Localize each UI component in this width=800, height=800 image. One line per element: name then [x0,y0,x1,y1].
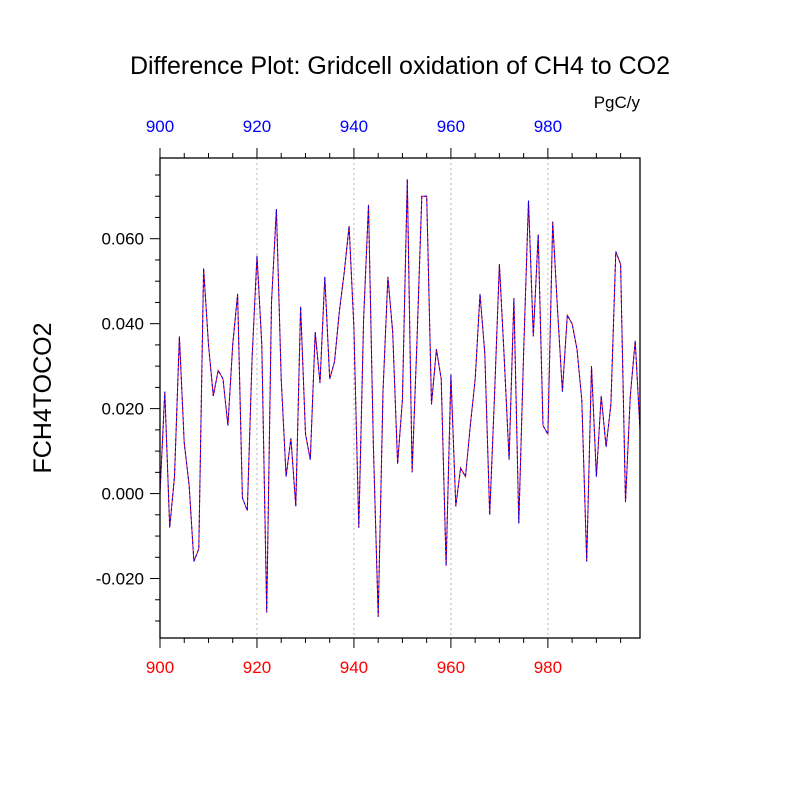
y-tick-label: 0.020 [101,400,144,419]
series-blue [160,179,640,617]
units-label: PgC/y [594,93,641,112]
grid [256,158,549,638]
y-axis-label: FCH4TOCO2 [29,323,57,474]
x-tick-label-bottom: 960 [437,658,465,677]
axes: 900 900 920 920 940 940 960 960 980 980 -0.020 0.00… [96,117,622,677]
plot-frame [159,157,641,639]
series-layer [160,179,640,617]
y-tick-label: 0.040 [101,315,144,334]
x-tick-label-top: 920 [243,117,271,136]
x-tick-label-top: 960 [437,117,465,136]
x-tick-label-top: 940 [340,117,368,136]
y-tick-label: 0.060 [101,230,144,249]
x-tick-label-top: 900 [146,117,174,136]
y-tick-label: 0.000 [101,485,144,504]
x-tick-label-top: 980 [534,117,562,136]
x-tick-label-bottom: 900 [146,658,174,677]
x-tick-label-bottom: 940 [340,658,368,677]
x-tick-label-bottom: 920 [243,658,271,677]
x-tick-label-bottom: 980 [534,658,562,677]
chart-title: Difference Plot: Gridcell oxidation of C… [130,52,670,80]
y-tick-label: -0.020 [96,570,144,589]
series-red [160,179,640,617]
